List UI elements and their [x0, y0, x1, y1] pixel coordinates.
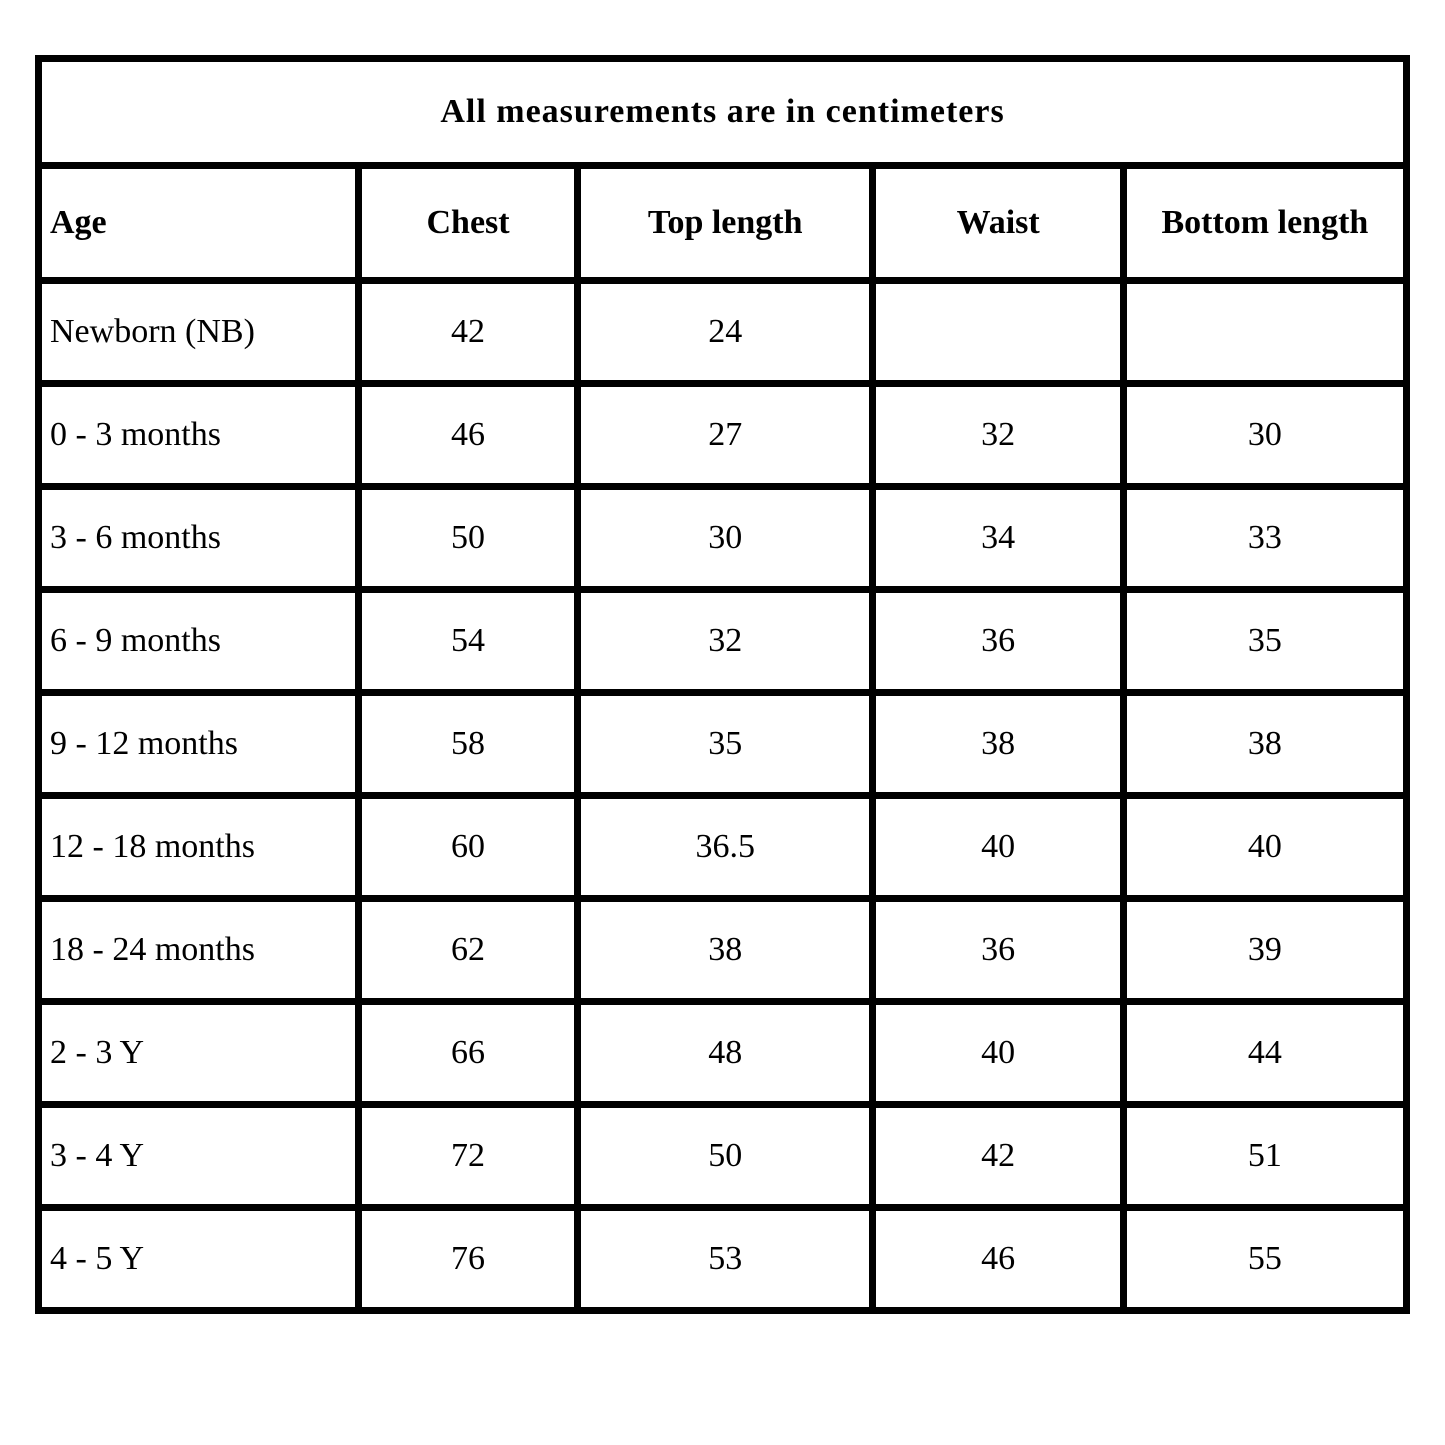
chest-cell: 54	[355, 586, 581, 696]
age-cell: 6 - 9 months	[34, 586, 363, 696]
top_length-cell: 24	[573, 277, 877, 387]
column-header-chest: Chest	[355, 162, 581, 284]
table-row: 3 - 6 months 50 30 34 33	[34, 483, 1411, 593]
top_length-cell: 30	[573, 483, 877, 593]
table-row: 9 - 12 months 58 35 38 38	[34, 689, 1411, 799]
waist-cell: 42	[869, 1101, 1127, 1211]
chest-cell: 58	[355, 689, 581, 799]
table-title: All measurements are in centimeters	[35, 55, 1410, 169]
column-header-top_length: Top length	[573, 162, 877, 284]
waist-cell: 38	[869, 689, 1127, 799]
waist-cell: 40	[869, 792, 1127, 902]
table-header-row: Age Chest Top length Waist Bottom length	[34, 162, 1411, 284]
age-cell: 3 - 4 Y	[34, 1101, 363, 1211]
size-chart-table: All measurements are in centimeters Age C…	[34, 55, 1411, 1314]
age-cell: 12 - 18 months	[34, 792, 363, 902]
waist-cell: 34	[869, 483, 1127, 593]
bottom_length-cell: 39	[1119, 895, 1411, 1005]
chest-cell: 60	[355, 792, 581, 902]
top_length-cell: 38	[573, 895, 877, 1005]
column-header-bottom_length: Bottom length	[1119, 162, 1411, 284]
table-body: Newborn (NB) 42 24 0 - 3 months 46 27 32 30 3 - …	[34, 277, 1411, 1314]
chest-cell: 62	[355, 895, 581, 1005]
table-row: 0 - 3 months 46 27 32 30	[34, 380, 1411, 490]
bottom_length-cell: 30	[1119, 380, 1411, 490]
bottom_length-cell: 55	[1119, 1204, 1411, 1314]
age-cell: 0 - 3 months	[34, 380, 363, 490]
bottom_length-cell: 35	[1119, 586, 1411, 696]
chest-cell: 66	[355, 998, 581, 1108]
table-row: Newborn (NB) 42 24	[34, 277, 1411, 387]
age-cell: 9 - 12 months	[34, 689, 363, 799]
waist-cell: 32	[869, 380, 1127, 490]
bottom_length-cell: 33	[1119, 483, 1411, 593]
top_length-cell: 27	[573, 380, 877, 490]
table-row: 2 - 3 Y 66 48 40 44	[34, 998, 1411, 1108]
column-header-age: Age	[34, 162, 363, 284]
column-header-waist: Waist	[869, 162, 1127, 284]
bottom_length-cell: 40	[1119, 792, 1411, 902]
table-row: 12 - 18 months 60 36.5 40 40	[34, 792, 1411, 902]
waist-cell	[869, 277, 1127, 387]
bottom_length-cell	[1119, 277, 1411, 387]
age-cell: Newborn (NB)	[34, 277, 363, 387]
top_length-cell: 32	[573, 586, 877, 696]
chest-cell: 72	[355, 1101, 581, 1211]
top_length-cell: 48	[573, 998, 877, 1108]
table-title-row: All measurements are in centimeters	[35, 55, 1410, 169]
table-row: 4 - 5 Y 76 53 46 55	[34, 1204, 1411, 1314]
top_length-cell: 35	[573, 689, 877, 799]
chest-cell: 46	[355, 380, 581, 490]
age-cell: 4 - 5 Y	[34, 1204, 363, 1314]
table-row: 18 - 24 months 62 38 36 39	[34, 895, 1411, 1005]
age-cell: 18 - 24 months	[34, 895, 363, 1005]
chest-cell: 50	[355, 483, 581, 593]
bottom_length-cell: 44	[1119, 998, 1411, 1108]
age-cell: 2 - 3 Y	[34, 998, 363, 1108]
bottom_length-cell: 51	[1119, 1101, 1411, 1211]
waist-cell: 46	[869, 1204, 1127, 1314]
waist-cell: 40	[869, 998, 1127, 1108]
chest-cell: 76	[355, 1204, 581, 1314]
waist-cell: 36	[869, 895, 1127, 1005]
top_length-cell: 53	[573, 1204, 877, 1314]
bottom_length-cell: 38	[1119, 689, 1411, 799]
top_length-cell: 50	[573, 1101, 877, 1211]
table-row: 3 - 4 Y 72 50 42 51	[34, 1101, 1411, 1211]
waist-cell: 36	[869, 586, 1127, 696]
table-row: 6 - 9 months 54 32 36 35	[34, 586, 1411, 696]
chest-cell: 42	[355, 277, 581, 387]
age-cell: 3 - 6 months	[34, 483, 363, 593]
top_length-cell: 36.5	[573, 792, 877, 902]
